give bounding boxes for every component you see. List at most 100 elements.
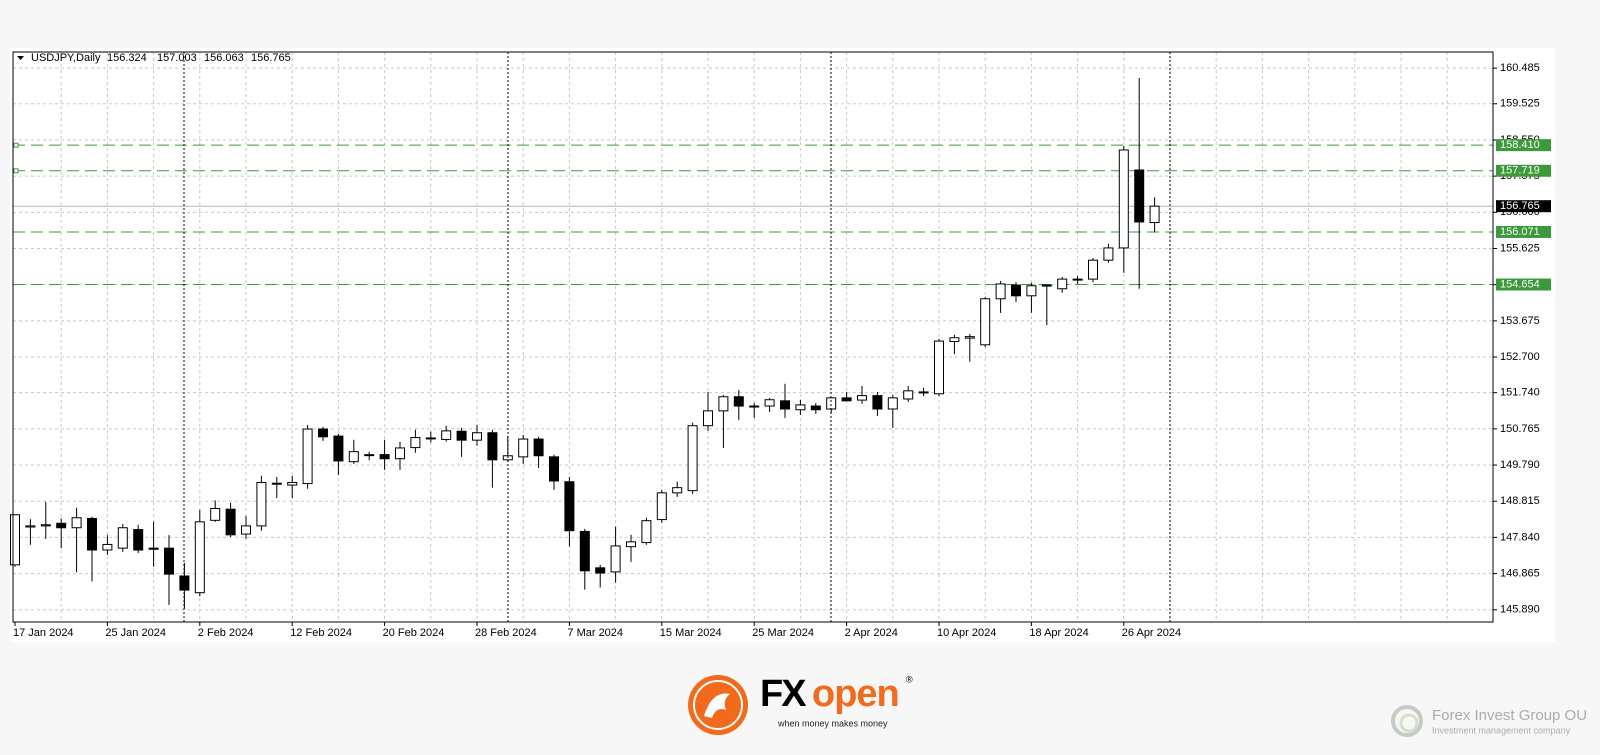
x-tick-label: 7 Mar 2024	[567, 627, 623, 639]
candle-body	[1088, 259, 1098, 280]
y-tick-label: 150.765	[1500, 423, 1540, 435]
candle-body	[672, 487, 683, 494]
x-tick-label: 26 Apr 2024	[1122, 627, 1181, 639]
candle-body	[872, 395, 883, 410]
candle-body	[10, 514, 20, 566]
candle-body	[456, 430, 467, 441]
logo-emblem-ring	[693, 680, 743, 730]
level-label-box	[1496, 164, 1551, 177]
candle-body	[441, 430, 452, 440]
candle-body	[87, 517, 97, 551]
header-high: 157.003	[157, 52, 197, 64]
candle-body	[995, 283, 1006, 300]
candle-body	[1041, 284, 1052, 287]
y-tick-label: 159.525	[1500, 98, 1540, 110]
candle-body	[425, 437, 436, 440]
candle-body	[549, 456, 559, 482]
level-anchor	[13, 168, 19, 174]
candle-body	[841, 397, 852, 402]
y-tick-label: 151.740	[1500, 387, 1540, 399]
price-axis: 145.890 146.865 147.840 148.815 149.790 150.7…	[13, 62, 1551, 639]
candle-body	[1057, 278, 1068, 290]
candle-body	[271, 482, 282, 485]
x-tick-label: 2 Feb 2024	[198, 627, 254, 639]
candle-body	[703, 410, 713, 427]
candle-body	[1011, 284, 1021, 297]
candle-body	[1103, 247, 1114, 261]
candle-body	[487, 432, 498, 461]
candle-body	[656, 492, 667, 521]
header-low: 156.063	[204, 52, 244, 64]
candle-body	[1134, 169, 1145, 223]
symbol: USDJPY,Daily	[31, 52, 101, 64]
candle-body	[302, 428, 313, 485]
candle-body	[826, 397, 837, 410]
candle-body	[194, 521, 205, 594]
y-tick-label: 153.675	[1500, 315, 1540, 327]
x-tick-label: 17 Jan 2024	[13, 627, 74, 639]
level-label: 157.719	[1500, 165, 1540, 177]
logo-fx: FX	[760, 673, 807, 715]
candle-body	[256, 481, 267, 527]
candle-body	[903, 390, 914, 400]
header-arrow	[17, 56, 24, 60]
x-tick-label: 10 Apr 2024	[937, 627, 996, 639]
logo-open: open	[812, 673, 899, 715]
candle-body	[71, 517, 82, 529]
candle-body	[287, 481, 298, 486]
candle-body	[579, 530, 590, 572]
candle-body	[980, 298, 991, 346]
watermark-icon	[1391, 705, 1423, 737]
candle-body	[810, 405, 821, 411]
candle-body	[333, 435, 344, 462]
candle-body	[934, 340, 944, 395]
candle-body	[164, 547, 174, 575]
current-price-label: 156.765	[1500, 200, 1540, 212]
x-tick-label: 25 Mar 2024	[752, 627, 814, 639]
x-tick-label: 2 Apr 2024	[845, 627, 898, 639]
candle-body	[410, 437, 421, 449]
candle-body	[364, 454, 375, 457]
y-tick-label: 155.625	[1500, 242, 1540, 254]
candle-body	[918, 391, 929, 394]
plot-frame	[12, 51, 1494, 623]
candle-body	[348, 451, 359, 463]
candle-body	[518, 438, 529, 458]
x-tick-label: 28 Feb 2024	[475, 627, 537, 639]
level-label-box	[1496, 225, 1551, 238]
candle-body	[610, 545, 621, 573]
candle-body	[148, 547, 159, 550]
level-label-box	[1496, 139, 1551, 152]
watermark-text: Forex Invest Group OU	[1432, 707, 1587, 724]
candle-body	[179, 575, 190, 591]
y-tick-label: 152.700	[1500, 351, 1540, 363]
candle-body	[1118, 149, 1129, 249]
candle-body	[780, 400, 790, 410]
candle-body	[687, 425, 698, 492]
candle-body	[533, 438, 544, 457]
candle-body	[395, 447, 405, 460]
candle-body	[764, 399, 775, 407]
candle-body	[210, 507, 221, 521]
watermark-icon-inner	[1399, 713, 1419, 733]
level-label: 154.654	[1500, 278, 1540, 290]
candle-body	[1072, 278, 1083, 281]
candle-body	[887, 397, 898, 410]
x-tick-label: 20 Feb 2024	[383, 627, 445, 639]
candle-body	[117, 527, 128, 549]
level-anchor	[13, 142, 19, 148]
level-label-box	[1496, 278, 1551, 291]
candle-body	[718, 396, 729, 412]
candle-body	[56, 522, 67, 529]
candle-body	[241, 525, 251, 535]
x-tick-label: 18 Apr 2024	[1029, 627, 1088, 639]
candle-body	[40, 524, 51, 527]
candle-body	[949, 337, 960, 342]
candle-body	[641, 520, 652, 544]
candle-body	[102, 543, 113, 551]
level-label: 158.410	[1500, 139, 1540, 151]
y-tick-label: 149.790	[1500, 459, 1540, 471]
candle-body	[749, 405, 760, 408]
watermark-subtext: Investment management company	[1432, 725, 1571, 735]
candle-body	[1026, 285, 1037, 297]
